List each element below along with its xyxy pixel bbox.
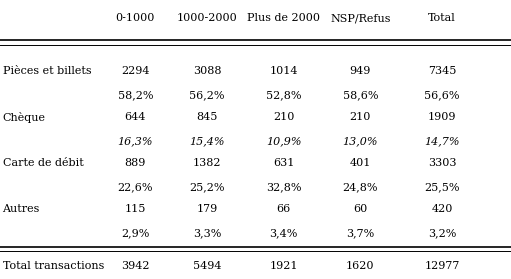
Text: 58,2%: 58,2% — [118, 90, 153, 100]
Text: 58,6%: 58,6% — [342, 90, 378, 100]
Text: 5494: 5494 — [193, 261, 221, 271]
Text: 3,4%: 3,4% — [269, 228, 298, 238]
Text: 845: 845 — [196, 112, 218, 122]
Text: Autres: Autres — [3, 204, 40, 214]
Text: 210: 210 — [350, 112, 371, 122]
Text: 22,6%: 22,6% — [118, 182, 153, 192]
Text: 401: 401 — [350, 158, 371, 168]
Text: 32,8%: 32,8% — [266, 182, 301, 192]
Text: 60: 60 — [353, 204, 367, 214]
Text: Pièces et billets: Pièces et billets — [3, 66, 91, 76]
Text: 14,7%: 14,7% — [424, 136, 460, 146]
Text: Plus de 2000: Plus de 2000 — [247, 13, 320, 23]
Text: 66: 66 — [276, 204, 291, 214]
Text: 52,8%: 52,8% — [266, 90, 301, 100]
Text: 3088: 3088 — [193, 66, 221, 76]
Text: 25,5%: 25,5% — [424, 182, 460, 192]
Text: 0-1000: 0-1000 — [115, 13, 155, 23]
Text: 631: 631 — [273, 158, 294, 168]
Text: 1000-2000: 1000-2000 — [177, 13, 237, 23]
Text: Total: Total — [428, 13, 456, 23]
Text: 2,9%: 2,9% — [121, 228, 150, 238]
Text: 56,6%: 56,6% — [424, 90, 460, 100]
Text: 115: 115 — [125, 204, 146, 214]
Text: 15,4%: 15,4% — [189, 136, 225, 146]
Text: 56,2%: 56,2% — [189, 90, 225, 100]
Text: 1921: 1921 — [269, 261, 298, 271]
Text: 179: 179 — [196, 204, 218, 214]
Text: 3,7%: 3,7% — [346, 228, 375, 238]
Text: 24,8%: 24,8% — [342, 182, 378, 192]
Text: 1909: 1909 — [428, 112, 456, 122]
Text: NSP/Refus: NSP/Refus — [330, 13, 390, 23]
Text: 16,3%: 16,3% — [118, 136, 153, 146]
Text: 210: 210 — [273, 112, 294, 122]
Text: 3,2%: 3,2% — [428, 228, 456, 238]
Text: 2294: 2294 — [121, 66, 150, 76]
Text: 420: 420 — [431, 204, 453, 214]
Text: 1382: 1382 — [193, 158, 221, 168]
Text: 13,0%: 13,0% — [342, 136, 378, 146]
Text: 1620: 1620 — [346, 261, 375, 271]
Text: 10,9%: 10,9% — [266, 136, 301, 146]
Text: 12977: 12977 — [424, 261, 460, 271]
Text: Carte de débit: Carte de débit — [3, 158, 83, 168]
Text: 25,2%: 25,2% — [189, 182, 225, 192]
Text: 3942: 3942 — [121, 261, 150, 271]
Text: 644: 644 — [125, 112, 146, 122]
Text: 889: 889 — [125, 158, 146, 168]
Text: 1014: 1014 — [269, 66, 298, 76]
Text: Chèque: Chèque — [3, 112, 45, 123]
Text: 3303: 3303 — [428, 158, 456, 168]
Text: 3,3%: 3,3% — [193, 228, 221, 238]
Text: Total transactions: Total transactions — [3, 261, 104, 271]
Text: 949: 949 — [350, 66, 371, 76]
Text: 7345: 7345 — [428, 66, 456, 76]
